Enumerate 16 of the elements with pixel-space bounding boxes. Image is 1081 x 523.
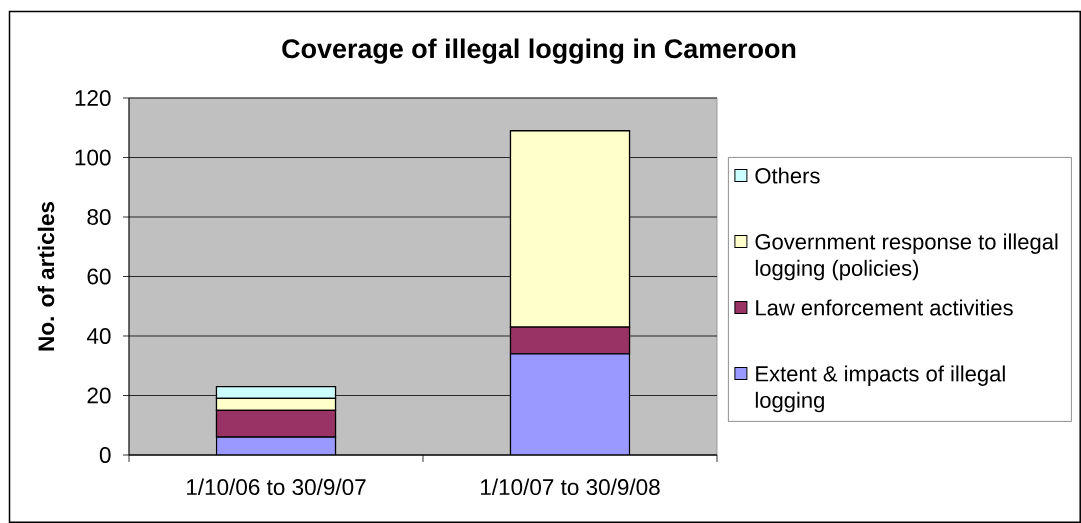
- legend-label: Others: [755, 167, 820, 184]
- y-tick-label: 40: [86, 328, 111, 344]
- legend-label: Extent & impacts of illegal logging: [755, 365, 1005, 413]
- chart-title: Coverage of illegal logging in Cameroon: [282, 38, 796, 64]
- y-tick-label: 0: [99, 447, 111, 463]
- y-tick-label: 100: [75, 149, 111, 166]
- y-tick-label: 120: [75, 90, 111, 106]
- y-tick-label: 80: [87, 209, 111, 225]
- legend-label: Government response to illegal logging (policies): [755, 233, 1058, 281]
- x-tick-label: 1/10/07 to 30/9/08: [481, 478, 660, 496]
- x-tick-label: 1/10/06 to 30/9/07: [187, 478, 366, 496]
- legend-label: Law enforcement activities: [756, 299, 1013, 316]
- y-axis-title: No. of articles: [37, 202, 55, 351]
- y-tick-label: 20: [87, 387, 111, 404]
- bar: [509, 353, 631, 455]
- y-tick-label: 60: [87, 268, 111, 285]
